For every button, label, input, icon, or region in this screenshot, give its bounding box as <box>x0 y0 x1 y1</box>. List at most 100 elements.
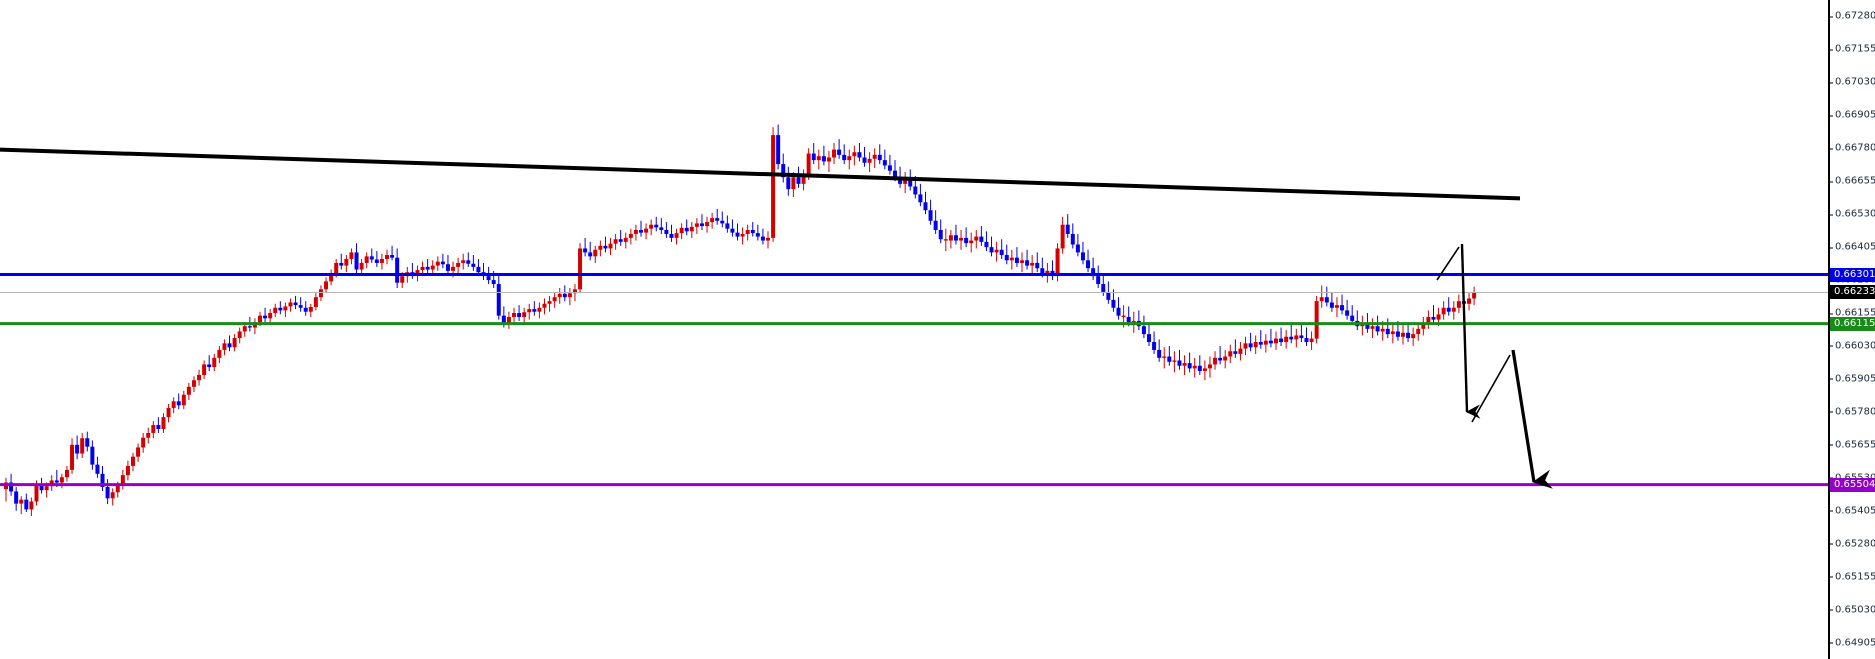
candle-body <box>598 245 603 250</box>
chart-plot-area[interactable] <box>0 0 1828 659</box>
candle-body <box>318 289 323 298</box>
forecast-drop-2[interactable] <box>1511 349 1553 489</box>
candle-body <box>527 309 532 313</box>
candle-body <box>329 273 334 282</box>
candle-body <box>1472 292 1477 299</box>
candle-body <box>1106 291 1111 300</box>
candle-body <box>1243 343 1248 349</box>
price-tick: 0.65905 <box>1830 373 1875 384</box>
candle-body <box>872 154 877 159</box>
candle-body <box>918 194 923 203</box>
candle-body <box>684 227 689 232</box>
forecast-drop-1[interactable] <box>1460 243 1481 419</box>
current-price-line-badge[interactable]: 0.66233 <box>1830 285 1875 300</box>
candle-body <box>1197 365 1202 372</box>
candle-body <box>1431 316 1436 320</box>
candle-body <box>903 179 908 184</box>
candle-body <box>237 331 242 339</box>
candle-body <box>633 229 638 234</box>
candle-body <box>832 149 837 158</box>
candle-body <box>1223 356 1228 361</box>
candle-body <box>811 153 816 161</box>
candle-body <box>9 482 14 492</box>
resistance-line-badge[interactable]: 0.66301 <box>1830 267 1875 282</box>
forecast-rise-1[interactable] <box>1436 246 1460 281</box>
support-line-badge[interactable]: 0.66115 <box>1830 316 1875 331</box>
descending-trendline[interactable] <box>0 147 1521 201</box>
candle-body <box>1177 360 1182 366</box>
candle-body <box>1314 301 1319 339</box>
candle-body <box>547 301 552 304</box>
candle-body <box>34 484 39 502</box>
tick-mark <box>1830 510 1833 512</box>
price-tick-label: 0.66905 <box>1835 109 1875 121</box>
price-tick: 0.66530 <box>1830 209 1875 220</box>
candle-body <box>557 293 562 298</box>
candle-body <box>948 235 953 241</box>
candle-body <box>212 357 217 368</box>
candle-body <box>1167 356 1172 362</box>
candle-body <box>400 276 405 283</box>
candle-body <box>1045 270 1050 274</box>
candle-body <box>725 223 730 229</box>
candle-body <box>745 229 750 234</box>
tick-mark <box>1830 82 1833 84</box>
candle-body <box>44 486 49 491</box>
candle-body <box>1014 257 1019 263</box>
candle-body <box>1274 338 1278 344</box>
candle-body <box>694 223 699 227</box>
tick-mark <box>1830 49 1833 51</box>
candle-body <box>303 307 308 312</box>
candle-body <box>705 222 710 227</box>
candle-body <box>816 156 821 161</box>
price-tick-label: 0.67280 <box>1835 10 1875 22</box>
candle-body <box>445 264 450 271</box>
candle-body <box>247 326 252 328</box>
candle-body <box>664 229 669 234</box>
candle-body <box>537 307 542 312</box>
candle-body <box>232 338 237 348</box>
tick-mark <box>1830 16 1833 18</box>
candle-body <box>1202 368 1207 372</box>
candle-body <box>278 307 283 311</box>
candle-body <box>100 473 105 488</box>
candle-body <box>1233 351 1238 354</box>
price-tick: 0.66655 <box>1830 176 1875 187</box>
candle-body <box>110 492 115 499</box>
candle-body <box>136 447 141 457</box>
candle-body <box>649 224 654 229</box>
tick-mark <box>1830 115 1833 117</box>
candle-body <box>156 425 161 430</box>
candle-body <box>984 241 989 248</box>
candle-body <box>974 236 979 241</box>
price-tick: 0.66905 <box>1830 110 1875 121</box>
candle-body <box>1324 297 1329 303</box>
forecast-annotations[interactable] <box>1436 243 1553 489</box>
candle-body <box>14 491 19 504</box>
candle-body <box>735 232 740 237</box>
candle-body <box>938 229 943 240</box>
forecast-rise-2[interactable] <box>1471 354 1511 423</box>
candle-body <box>1218 357 1223 361</box>
candle-body <box>29 501 34 510</box>
candle-body <box>572 289 577 294</box>
candle-body <box>334 262 339 274</box>
candle-body <box>593 249 598 257</box>
target-line-badge[interactable]: 0.65504 <box>1830 477 1875 492</box>
candle-body <box>313 297 318 307</box>
candle-body <box>1096 276 1101 285</box>
candle-body <box>435 261 440 266</box>
price-tick: 0.65780 <box>1830 406 1875 417</box>
candle-body <box>1263 340 1268 345</box>
candle-body <box>730 228 735 233</box>
candle-body <box>806 153 811 175</box>
candle-body <box>826 157 831 162</box>
candle-body <box>720 220 725 224</box>
tick-mark <box>1830 609 1833 611</box>
candle-body <box>1020 260 1024 263</box>
candle-body <box>699 223 704 227</box>
candle-body <box>161 417 166 430</box>
candle-body <box>293 302 298 306</box>
price-scale[interactable]: 0.67280 0.67155 0.67030 0.66905 0.66780 0.666… <box>1828 0 1875 659</box>
tick-mark <box>1830 444 1833 446</box>
